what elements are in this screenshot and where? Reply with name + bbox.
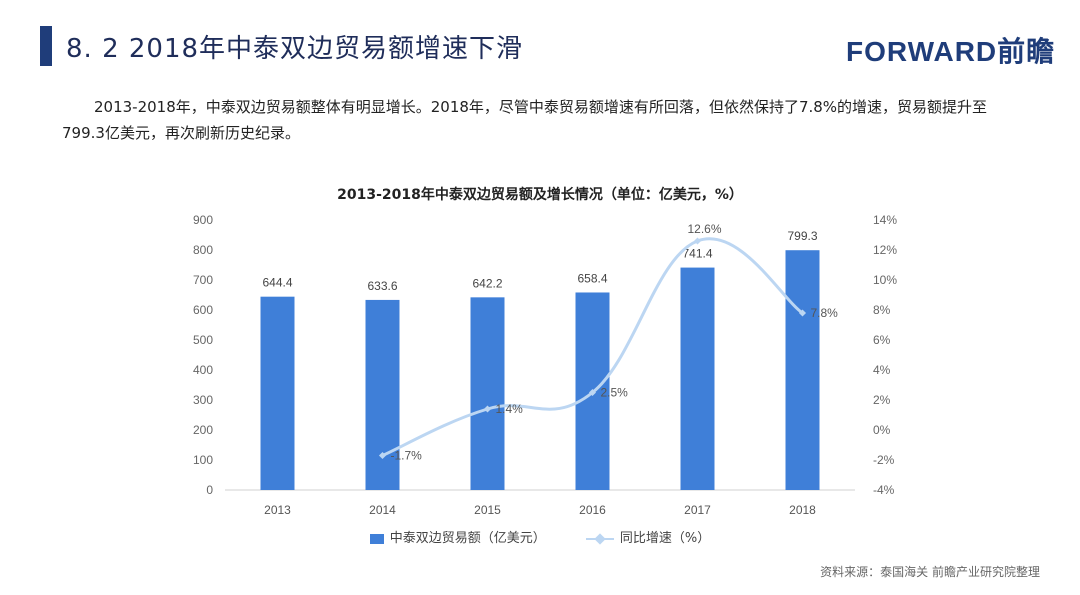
growth-line (381, 237, 804, 457)
y-right-tick-label: 2% (873, 393, 891, 407)
y-left-tick-label: 200 (193, 423, 213, 437)
bar (785, 250, 820, 490)
legend-line-label: 同比增速（%） (619, 531, 711, 546)
y-right-tick-label: 10% (873, 273, 897, 287)
y-left-tick-label: 800 (193, 243, 213, 257)
y-left-tick-label: 500 (193, 333, 213, 347)
y-left-tick-label: 400 (193, 363, 213, 377)
legend-item-line: 同比增速（%） (585, 527, 711, 546)
legend-bar-label: 中泰双边贸易额（亿美元） (389, 531, 546, 546)
summary-paragraph: 2013-2018年，中泰双边贸易额整体有明显增长。2018年，尽管中泰贸易额增… (62, 98, 988, 142)
y-left-tick-label: 100 (193, 453, 213, 467)
page-title: 8. 2 2018年中泰双边贸易额增速下滑 (66, 34, 524, 64)
legend-bar-swatch (369, 533, 384, 544)
y-left-tick-label: 0 (206, 483, 213, 497)
legend-item-bar: 中泰双边贸易额（亿美元） (369, 527, 546, 546)
growth-point (378, 451, 387, 460)
growth-point (693, 237, 702, 245)
growth-data-label: 7.8% (811, 306, 839, 320)
growth-data-label: 12.6% (688, 222, 722, 236)
bar-data-label: 642.2 (472, 276, 502, 290)
brand-logo: FORWARD前瞻 (846, 36, 1056, 67)
growth-point (483, 405, 492, 413)
x-tick-label: 2015 (474, 503, 501, 517)
y-right-tick-label: 6% (873, 333, 891, 347)
bar-data-label: 644.4 (262, 276, 292, 290)
growth-data-label: -1.7% (391, 449, 423, 463)
y-right-tick-label: -4% (873, 483, 895, 497)
x-tick-label: 2017 (684, 503, 711, 517)
y-left-tick-label: 700 (193, 273, 213, 287)
growth-point (588, 388, 597, 397)
legend-line-swatch (585, 537, 614, 540)
bar (260, 296, 295, 490)
y-left-tick-label: 300 (193, 393, 213, 407)
y-right-tick-label: 0% (873, 423, 891, 437)
x-tick-label: 2018 (789, 503, 816, 517)
chart-legend: 中泰双边贸易额（亿美元） 同比增速（%） (0, 527, 1080, 546)
chart-title: 2013-2018年中泰双边贸易额及增长情况（单位：亿美元，%） (337, 187, 743, 203)
growth-data-label: 2.5% (601, 386, 629, 400)
growth-data-label: 1.4% (496, 402, 524, 416)
y-right-tick-label: -2% (873, 453, 895, 467)
x-tick-label: 2016 (579, 503, 606, 517)
bar-data-label: 741.4 (682, 247, 712, 261)
y-right-tick-label: 12% (873, 243, 897, 257)
y-left-tick-label: 900 (193, 213, 213, 227)
y-left-tick-label: 600 (193, 303, 213, 317)
y-right-tick-label: 14% (873, 213, 897, 227)
y-right-tick-label: 4% (873, 363, 891, 377)
y-right-tick-label: 8% (873, 303, 891, 317)
bar-data-label: 658.4 (577, 271, 607, 285)
bar (470, 297, 505, 490)
source-note: 资料来源：泰国海关 前瞻产业研究院整理 (820, 565, 1040, 579)
growth-point (798, 309, 807, 317)
title-accent-bar (40, 26, 52, 66)
x-tick-label: 2014 (369, 503, 396, 517)
bar-data-label: 799.3 (787, 229, 817, 243)
bar-data-label: 633.6 (367, 279, 397, 293)
x-tick-label: 2013 (264, 503, 291, 517)
bar (680, 267, 715, 490)
